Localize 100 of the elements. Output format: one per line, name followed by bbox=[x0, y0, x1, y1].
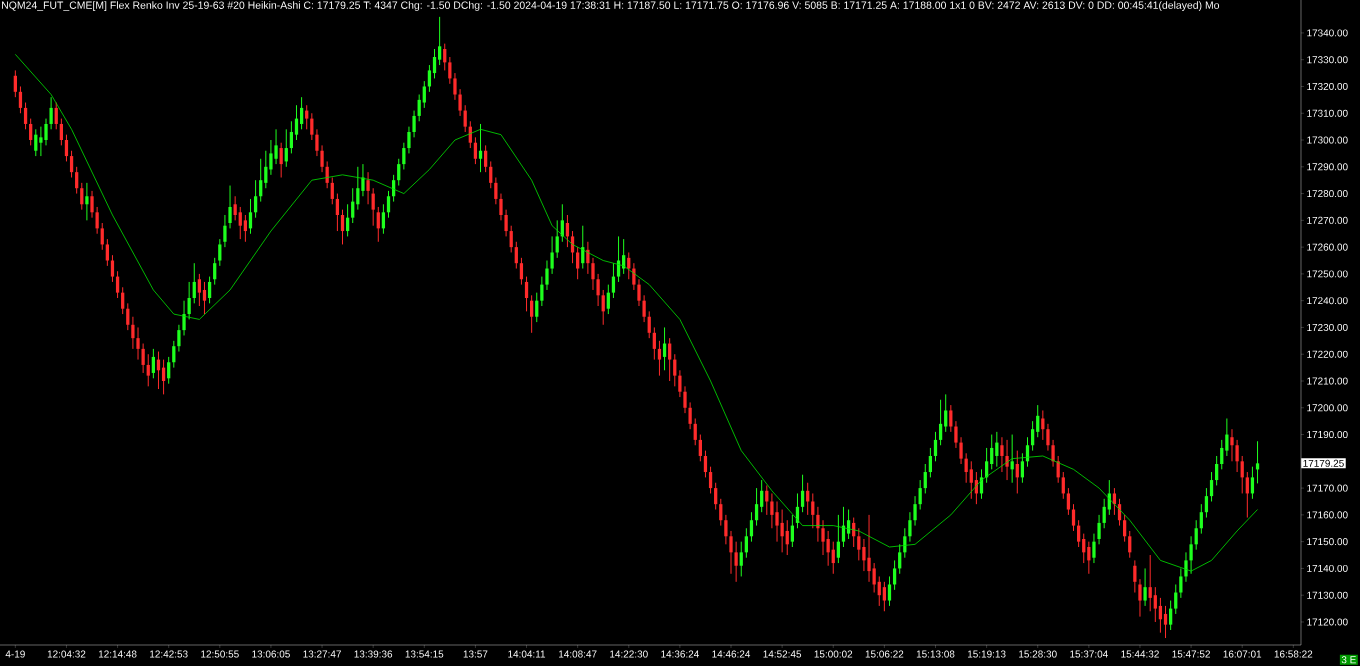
candlestick bbox=[80, 182, 84, 211]
candlestick bbox=[1163, 605, 1168, 639]
y-tick-label: 17130.00 bbox=[1307, 591, 1348, 599]
candlestick bbox=[340, 209, 345, 245]
y-tick-label: 17220.00 bbox=[1307, 350, 1348, 358]
candlestick bbox=[289, 120, 294, 154]
candlestick bbox=[177, 324, 181, 353]
candlestick bbox=[668, 337, 672, 382]
candlestick bbox=[928, 447, 933, 478]
y-tick-label: 17330.00 bbox=[1307, 56, 1348, 64]
candlestick bbox=[591, 257, 595, 291]
candlestick bbox=[238, 206, 242, 240]
candlestick bbox=[330, 177, 334, 205]
candlestick bbox=[990, 434, 994, 470]
candlestick bbox=[407, 126, 411, 154]
candlestick bbox=[719, 498, 723, 527]
candlestick bbox=[136, 326, 140, 361]
candlestick bbox=[1215, 455, 1219, 486]
candlestick bbox=[233, 195, 237, 221]
candlestick bbox=[530, 294, 534, 334]
candlestick bbox=[294, 104, 299, 141]
candlestick bbox=[146, 353, 150, 387]
candlestick bbox=[688, 401, 692, 430]
candlestick bbox=[908, 511, 912, 543]
candlestick bbox=[576, 246, 580, 280]
candlestick bbox=[872, 562, 876, 594]
candlestick bbox=[892, 559, 897, 591]
x-tick-label: 16:58:22 bbox=[1274, 650, 1313, 658]
candlestick bbox=[586, 241, 590, 275]
y-tick-label: 17290.00 bbox=[1307, 163, 1348, 171]
y-tick-label: 17320.00 bbox=[1307, 82, 1348, 90]
x-tick-label: 14:36:24 bbox=[661, 650, 699, 658]
x-tick-label: 14:04:11 bbox=[508, 650, 546, 658]
candlestick bbox=[1204, 487, 1209, 519]
candlestick bbox=[703, 450, 708, 478]
x-tick-label: 13:39:36 bbox=[354, 650, 393, 658]
candlestick bbox=[800, 474, 805, 513]
candlestick bbox=[1041, 409, 1045, 441]
x-tick-label: 13:57 bbox=[463, 650, 488, 658]
x-tick-label: 14:52:45 bbox=[763, 650, 802, 658]
x-tick-label: 13:06:05 bbox=[252, 650, 290, 658]
x-tick-label: 15:19:13 bbox=[967, 650, 1006, 658]
x-tick-label: 14:22:30 bbox=[610, 650, 648, 658]
candlestick bbox=[954, 420, 958, 449]
y-tick-label: 17300.00 bbox=[1307, 136, 1348, 144]
candlestick bbox=[448, 56, 452, 85]
candlestick bbox=[115, 270, 120, 299]
candlestick bbox=[494, 177, 498, 205]
y-tick-label: 17230.00 bbox=[1307, 323, 1348, 331]
candlestick bbox=[305, 104, 309, 130]
y-tick-label: 17200.00 bbox=[1307, 404, 1348, 412]
x-tick-label: 15:13:08 bbox=[916, 650, 955, 658]
candlestick bbox=[192, 262, 196, 304]
candlestick bbox=[1020, 452, 1025, 484]
candlestick bbox=[473, 136, 478, 165]
candlestick bbox=[412, 110, 416, 138]
candlestick bbox=[1046, 423, 1050, 452]
candlestick bbox=[1097, 514, 1101, 545]
candlestick bbox=[253, 179, 258, 219]
candlestick bbox=[1235, 439, 1239, 473]
y-tick-label: 17210.00 bbox=[1307, 377, 1348, 385]
candlestick bbox=[197, 273, 201, 307]
candlestick bbox=[85, 182, 89, 221]
candlestick bbox=[207, 276, 212, 304]
candlestick bbox=[417, 94, 421, 122]
x-tick-label: 12:42:53 bbox=[150, 650, 188, 658]
candlestick bbox=[264, 150, 268, 189]
candlestick bbox=[724, 514, 728, 545]
candlestick bbox=[1199, 503, 1203, 535]
candlestick bbox=[816, 506, 820, 543]
candlestick bbox=[1066, 487, 1071, 516]
candlestick bbox=[167, 356, 171, 385]
candlestick bbox=[437, 16, 442, 66]
candlestick bbox=[259, 158, 263, 203]
text: 17179.25 bbox=[1303, 459, 1344, 467]
candlestick bbox=[606, 284, 610, 315]
candlestick bbox=[69, 150, 74, 179]
x-tick-label: 12:04:32 bbox=[47, 650, 86, 658]
candlestick bbox=[381, 203, 386, 235]
y-tick-label: 17270.00 bbox=[1307, 216, 1348, 224]
candlestick bbox=[34, 128, 38, 157]
chart-title: NQM24_FUT_CME[M] Flex Renko Inv 25-19-63 #20 Heikin-Ashi C: 17179.25 T: 4347 Chg: -1.50 DChg: -1.50 2024-04-19 17:38:31 H: 17187.50 L: 17171.75 O: 17176.96 V: 5085 B: 17171.25 A: 17188.00 1x1 0 BV: 2472 AV: 2613 DV: 0 DD: 00:45:41(delayed) Mo bbox=[2, 1, 1220, 11]
candlestick bbox=[601, 289, 605, 326]
x-tick-label: 15:00:02 bbox=[814, 650, 853, 658]
candlestick bbox=[356, 166, 360, 211]
candlestick bbox=[397, 158, 401, 187]
candlestick bbox=[524, 276, 529, 312]
candlestick bbox=[540, 276, 544, 307]
candlestick bbox=[734, 541, 738, 583]
candlestick bbox=[126, 302, 130, 331]
candlestick bbox=[1230, 428, 1234, 462]
candlestick bbox=[432, 48, 437, 79]
x-tick-label: 13:27:47 bbox=[303, 650, 341, 658]
candlestick bbox=[151, 348, 155, 379]
candlestick bbox=[913, 495, 917, 527]
candlestick bbox=[299, 96, 304, 130]
candlestick bbox=[110, 254, 115, 283]
candlestick bbox=[514, 241, 518, 270]
candlestick bbox=[882, 581, 887, 612]
candlestick bbox=[637, 278, 641, 307]
